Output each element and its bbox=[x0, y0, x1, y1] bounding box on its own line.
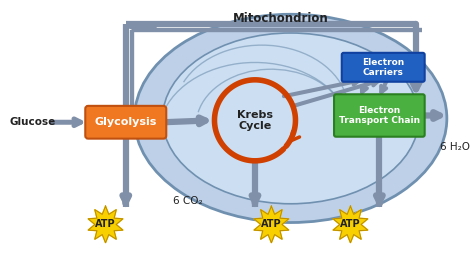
Text: Electron
Carriers: Electron Carriers bbox=[362, 58, 404, 77]
Text: ATP: ATP bbox=[340, 220, 361, 229]
Text: ATP: ATP bbox=[95, 220, 116, 229]
FancyBboxPatch shape bbox=[342, 53, 425, 82]
Text: Krebs
Cycle: Krebs Cycle bbox=[237, 110, 273, 131]
Text: ATP: ATP bbox=[261, 220, 282, 229]
Text: Glucose: Glucose bbox=[9, 117, 55, 127]
Text: Electron
Transport Chain: Electron Transport Chain bbox=[339, 106, 420, 125]
FancyBboxPatch shape bbox=[334, 94, 425, 137]
Text: Glycolysis: Glycolysis bbox=[95, 117, 157, 127]
FancyBboxPatch shape bbox=[85, 106, 166, 139]
Polygon shape bbox=[333, 206, 368, 243]
Polygon shape bbox=[254, 206, 289, 243]
Polygon shape bbox=[88, 206, 123, 243]
Text: 6 H₂O: 6 H₂O bbox=[440, 142, 470, 152]
Ellipse shape bbox=[135, 14, 447, 223]
Text: 6 CO₂: 6 CO₂ bbox=[173, 196, 202, 206]
Text: Mitochondrion: Mitochondrion bbox=[233, 12, 329, 25]
Ellipse shape bbox=[163, 33, 419, 204]
